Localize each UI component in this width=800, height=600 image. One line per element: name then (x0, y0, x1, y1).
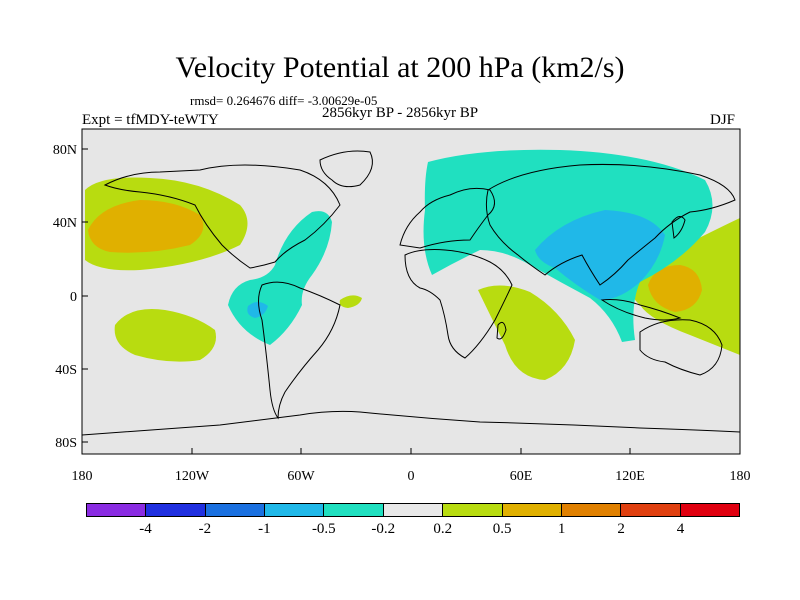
colorbar-cell (205, 504, 266, 516)
colorbar-cell (561, 504, 622, 516)
colorbar-label: -0.2 (371, 521, 396, 537)
fill-neg-eurasia-core (535, 210, 665, 300)
y-label-40s: 40S (55, 363, 77, 378)
colorbar-cell (265, 504, 325, 516)
colorbar-cell (324, 504, 384, 516)
colorbar-label: 4 (676, 521, 685, 537)
coast-indonesia (600, 299, 682, 321)
coast-north-america (103, 164, 341, 269)
colorbar-label: 2 (617, 521, 625, 537)
x-label-120w: 120W (175, 469, 210, 484)
colorbar-cell (680, 504, 739, 516)
colorbar-label: -0.5 (311, 521, 336, 537)
fill-pos-west-pacific-core (648, 265, 702, 312)
x-label-120e: 120E (615, 469, 645, 484)
y-label-40n: 40N (53, 216, 77, 231)
coast-greenland (319, 150, 373, 188)
coast-madagascar (496, 321, 507, 340)
coastlines (82, 150, 740, 436)
x-label-60w: 60W (287, 469, 315, 484)
colorbar-label: -4 (139, 521, 152, 537)
fill-neg-amazon-core (247, 302, 268, 318)
axis-labels: 180 120W 60W 0 60E 120E 180 80N 40N 0 40… (53, 143, 751, 484)
season-label: DJF (710, 112, 736, 128)
colorbar (86, 503, 740, 517)
colorbar-cell (383, 504, 444, 516)
coast-antarctica (82, 410, 740, 436)
y-label-0: 0 (70, 290, 77, 305)
y-label-80n: 80N (53, 143, 77, 158)
fill-pos-north-pacific-core (88, 200, 204, 253)
y-label-80s: 80S (55, 436, 77, 451)
colorbar-cell (87, 504, 147, 516)
axis-ticks (81, 148, 741, 454)
colorbar-cell (146, 504, 206, 516)
contour-fills (85, 149, 740, 380)
colorbar-label: -2 (198, 521, 212, 537)
fill-pos-south-indian (478, 285, 575, 380)
x-label-0: 0 (408, 469, 415, 484)
fill-pos-south-pacific (114, 309, 216, 362)
coast-asia (485, 163, 736, 286)
coast-south-america (258, 281, 341, 420)
x-label-180e: 180 (730, 469, 751, 484)
colorbar-cell (621, 504, 681, 516)
coast-japan (671, 216, 686, 239)
coast-africa (404, 249, 513, 359)
x-label-60e: 60E (510, 469, 533, 484)
x-label-180w: 180 (72, 469, 93, 484)
period-label: 2856kyr BP - 2856kyr BP (322, 105, 479, 121)
rmsd-stats: rmsd= 0.264676 diff= -3.00629e-05 (190, 93, 378, 108)
experiment-label: Expt = tfMDY-teWTY (82, 112, 219, 128)
fill-pos-tropical-atlantic (339, 295, 362, 308)
colorbar-label: 0.5 (492, 521, 512, 537)
colorbar-label: -1 (258, 521, 271, 537)
map-title: Velocity Potential at 200 hPa (km2/s) (175, 51, 625, 84)
colorbar-cell (443, 504, 503, 516)
coast-australia (639, 319, 723, 376)
colorbar-label: 0.2 (433, 521, 453, 537)
coast-europe (399, 187, 495, 249)
colorbar-label: 1 (557, 521, 566, 537)
colorbar-cell (502, 504, 562, 516)
